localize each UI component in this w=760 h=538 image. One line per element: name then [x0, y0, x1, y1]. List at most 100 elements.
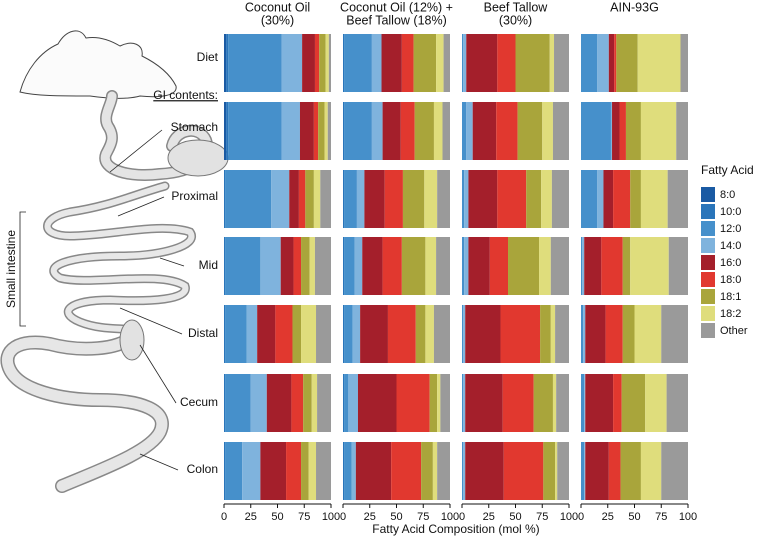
bar-segment: [500, 305, 541, 363]
bar-segment: [462, 34, 464, 92]
bar-segment: [465, 305, 501, 363]
x-tick-label: 75: [655, 511, 667, 523]
bar-segment: [429, 374, 438, 432]
legend-swatch: [701, 323, 715, 338]
bar-segment: [541, 170, 552, 228]
bar-segment: [344, 34, 372, 92]
bar-segment: [465, 442, 504, 500]
bar-segment: [415, 305, 426, 363]
bar-segment: [289, 170, 299, 228]
bar-segment: [582, 237, 585, 295]
bar-segment: [224, 305, 226, 363]
bar-segment: [622, 237, 631, 295]
bar-segment: [354, 237, 363, 295]
bar-segment: [612, 102, 620, 160]
bar-segment: [313, 102, 319, 160]
bar-segment: [328, 34, 331, 92]
bar-segment: [316, 442, 331, 500]
bar-segment: [502, 374, 534, 432]
x-tick-label: 50: [628, 511, 640, 523]
bar-segment: [640, 102, 677, 160]
bar-segment: [360, 305, 388, 363]
bar-segment: [343, 170, 345, 228]
bar-segment: [517, 102, 543, 160]
bar-segment: [301, 237, 310, 295]
bar-segment: [275, 305, 293, 363]
row-label: Diet: [197, 50, 219, 64]
bar-segment: [324, 102, 328, 160]
bar-segment: [583, 305, 586, 363]
bar-segment: [413, 34, 437, 92]
legend-label: 18:2: [720, 308, 741, 320]
bar-segment: [356, 170, 365, 228]
bar-segment: [224, 374, 226, 432]
bar-segment: [228, 102, 282, 160]
bar-segment: [508, 237, 540, 295]
legend-label: 18:1: [720, 291, 741, 303]
bar-segment: [317, 374, 331, 432]
legend-label: 10:0: [720, 206, 741, 218]
legend-swatch: [701, 306, 715, 321]
bar-segment: [313, 170, 321, 228]
bar-segment: [352, 305, 361, 363]
bar-segment: [224, 237, 226, 295]
bar-segment: [667, 170, 688, 228]
legend-label: 8:0: [720, 189, 735, 201]
bar-segment: [343, 102, 345, 160]
bar-segment: [622, 305, 635, 363]
bar-segment: [250, 374, 267, 432]
bar-segment: [305, 170, 314, 228]
panel-title: Beef Tallow: [484, 0, 549, 14]
legend-swatch: [701, 204, 715, 219]
bar-segment: [497, 34, 516, 92]
bar-segment: [661, 442, 688, 500]
bar-segment: [462, 237, 465, 295]
bar-segment: [357, 374, 397, 432]
bar-segment: [225, 170, 272, 228]
bar-segment: [242, 442, 261, 500]
bar-segment: [260, 442, 287, 500]
bar-segment: [443, 34, 450, 92]
x-tick-label: 0: [221, 511, 227, 523]
bar-segment: [603, 170, 614, 228]
x-tick-label: 100: [441, 511, 459, 523]
bar-segment: [343, 442, 345, 500]
bar-segment: [466, 34, 498, 92]
bar-segment: [348, 374, 358, 432]
x-tick-label: 25: [245, 511, 257, 523]
panel-title: AIN-93G: [610, 0, 659, 14]
bar-segment: [605, 305, 623, 363]
bar-segment: [266, 374, 292, 432]
bar-segment: [581, 34, 598, 92]
bar-segment: [344, 374, 349, 432]
legend-label: 16:0: [720, 257, 741, 269]
bar-segment: [371, 34, 382, 92]
bar-segment: [437, 442, 450, 500]
bar-segment: [343, 305, 345, 363]
legend-label: 18:0: [720, 274, 741, 286]
bar-segment: [402, 170, 425, 228]
bar-segment: [319, 34, 326, 92]
bar-segment: [552, 102, 569, 160]
bar-segment: [226, 34, 229, 92]
bar-segment: [432, 442, 438, 500]
bar-segment: [437, 170, 450, 228]
bar-segment: [616, 34, 638, 92]
bar-segment: [640, 170, 668, 228]
bar-segment: [463, 34, 467, 92]
x-tick-label: 25: [483, 511, 495, 523]
bar-segment: [585, 305, 606, 363]
bar-segment: [442, 102, 450, 160]
bar-segment: [462, 305, 464, 363]
mouse-illustration: [0, 30, 229, 493]
panel-title: (30%): [261, 13, 294, 27]
bar-segment: [343, 237, 345, 295]
bar-segment: [462, 442, 464, 500]
x-tick-label: 50: [509, 511, 521, 523]
bar-segment: [400, 102, 415, 160]
bar-segment: [436, 34, 444, 92]
bar-segment: [613, 374, 622, 432]
x-tick-label: 75: [298, 511, 310, 523]
bar-segment: [620, 442, 641, 500]
bar-segment: [551, 170, 569, 228]
